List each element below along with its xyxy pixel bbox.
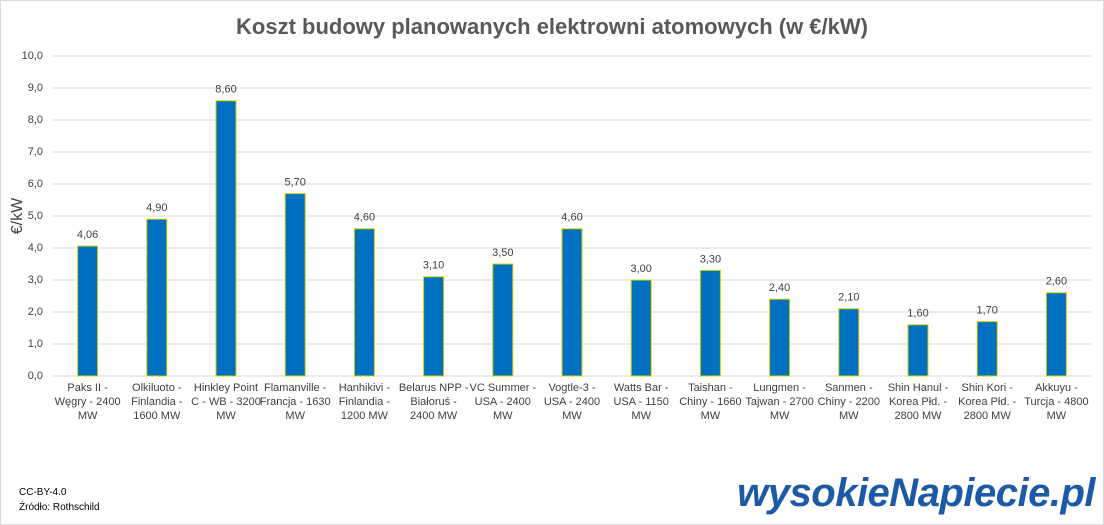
value-label: 3,30 [700,253,721,265]
y-tick-label: 7,0 [28,146,43,158]
value-label: 3,10 [423,260,444,272]
license: CC-BY-4.0 [19,487,67,498]
x-tick-label: Vogtle-3 - USA - 2400 MW [543,382,601,422]
y-tick-label: 0,0 [28,370,43,382]
bar [284,193,306,377]
x-tick-label: Sanmen - Chiny - 2200 MW [817,382,880,422]
y-tick-label: 3,0 [28,274,43,286]
x-tick-label: Shin Kori - Korea Płd. - 2800 MW [958,382,1017,422]
x-tick-label: Akkuyu - Turcja - 4800 MW [1024,382,1089,422]
y-tick-label: 4,0 [28,242,43,254]
value-label: 1,60 [907,308,928,320]
bar [561,228,583,377]
y-tick-label: 5,0 [28,210,43,222]
source: Źródło: Rothschild [19,502,100,513]
bar [769,298,791,377]
bar [423,276,445,377]
value-label: 4,06 [77,229,98,241]
value-label: 4,90 [146,202,167,214]
value-label: 4,60 [354,212,375,224]
y-tick-label: 6,0 [28,178,43,190]
x-tick-label: Hanhikivi - Finlandia - 1200 MW [338,382,391,422]
bar [699,269,721,377]
value-label: 3,50 [492,247,513,259]
chart-title: Koszt budowy planowanych elektrowni atom… [236,14,868,39]
bar [215,100,237,377]
bar [907,324,929,377]
x-tick-label: Flamanville - Francja - 1630 MW [259,382,331,422]
x-tick-label: Watts Bar - USA - 1150 MW [613,382,669,422]
x-tick-label: Shin Hanul - Korea Płd. - 2800 MW [887,382,949,422]
x-tick-label: Hinkley Point C - WB - 3200 MW [191,382,261,422]
bar [976,321,998,377]
value-label: 4,60 [561,212,582,224]
x-tick-label: Taishan - Chiny - 1660 MW [679,382,742,422]
bar [492,263,514,377]
y-tick-label: 9,0 [28,82,43,94]
bar [146,218,168,377]
logo: wysokieNapiecie.pl [737,471,1095,515]
bar [1045,292,1067,377]
x-tick-label: Olkiluoto - Finlandia - 1600 MW [131,382,183,422]
y-tick-label: 1,0 [28,338,43,350]
value-label: 2,60 [1046,276,1067,288]
y-axis-label: €/kW [9,197,26,234]
bar [353,228,375,377]
x-tick-label: VC Summer - USA - 2400 MW [469,382,537,422]
bar [77,245,99,377]
y-tick-label: 10,0 [22,50,43,62]
value-label: 2,40 [769,282,790,294]
bar [838,308,860,377]
x-tick-label: Paks II - Węgry - 2400 MW [54,382,121,422]
value-label: 1,70 [976,305,997,317]
value-label: 3,00 [630,263,651,275]
value-label: 2,10 [838,292,859,304]
value-label: 5,70 [284,177,305,189]
x-tick-label: Lungmen - Tajwan - 2700 MW [745,382,814,422]
x-tick-label: Belarus NPP - Białoruś - 2400 MW [398,382,469,422]
y-tick-label: 8,0 [28,114,43,126]
value-label: 8,60 [215,84,236,96]
y-tick-label: 2,0 [28,306,43,318]
bar [630,279,652,377]
